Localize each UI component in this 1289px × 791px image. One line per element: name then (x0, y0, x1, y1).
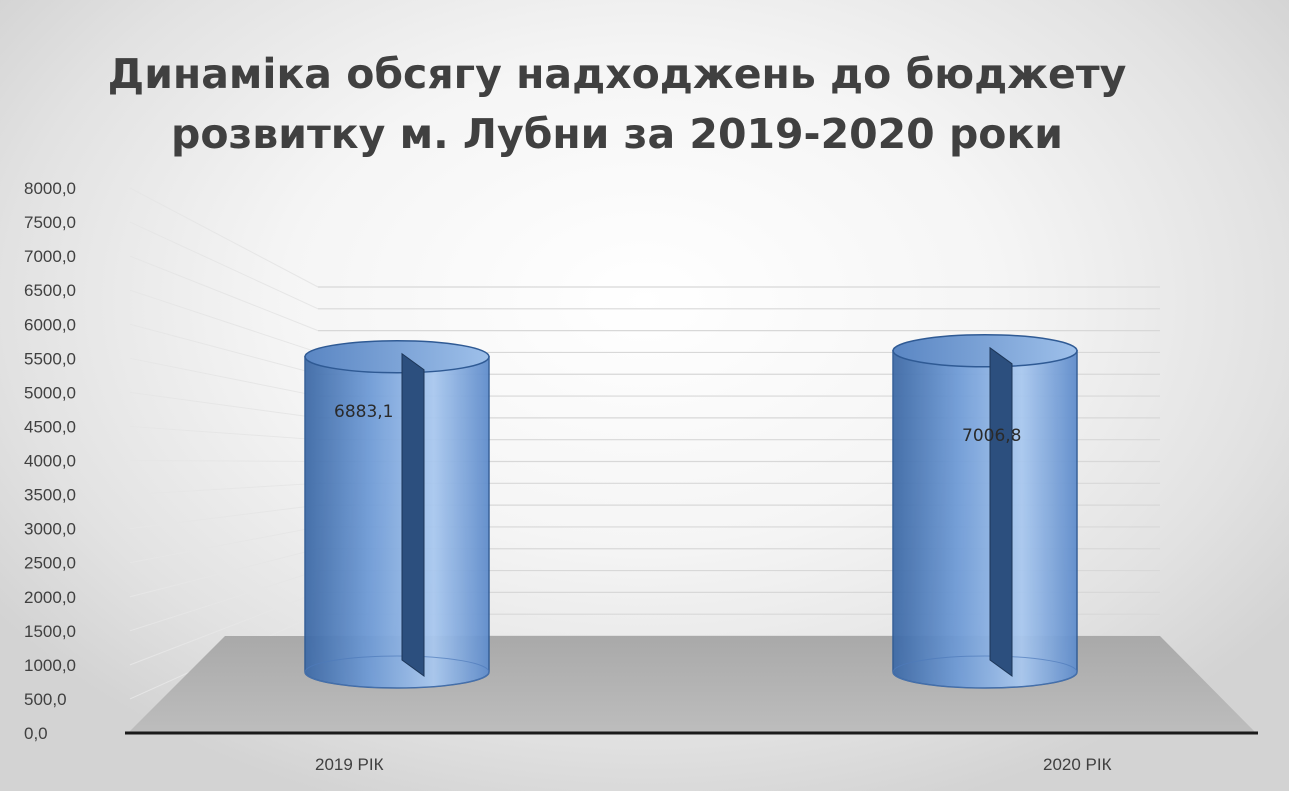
y-tick-label: 0,0 (24, 724, 48, 743)
y-tick-label: 2000,0 (24, 588, 76, 607)
y-tick-label: 2500,0 (24, 554, 76, 573)
y-tick-label: 8000,0 (24, 179, 76, 198)
y-tick-label: 500,0 (24, 690, 67, 709)
bars: 6883,1 7006,8 (304, 334, 1078, 689)
y-axis-tick-labels: 0,0 500,0 1000,0 1500,0 2000,0 2500,0 3000,0 35… (24, 179, 76, 743)
gridline (129, 187, 1160, 288)
x-category-label: 2020 РІК (1043, 755, 1112, 774)
y-tick-label: 7000,0 (24, 247, 76, 266)
chart-title-line-2: розвитку м. Лубни за 2019-2020 роки (171, 110, 1063, 158)
y-tick-label: 1000,0 (24, 656, 76, 675)
bar-1: 6883,1 (304, 340, 490, 689)
data-label: 7006,8 (962, 426, 1021, 446)
y-tick-label: 5000,0 (24, 383, 76, 402)
y-tick-label: 3500,0 (24, 486, 76, 505)
y-tick-label: 6000,0 (24, 315, 76, 334)
chart-floor (128, 636, 1256, 733)
chart-title-line-1: Динаміка обсягу надходжень до бюджету (108, 50, 1127, 98)
x-category-label: 2019 РІК (315, 755, 384, 774)
y-tick-label: 4500,0 (24, 417, 76, 436)
y-tick-label: 1500,0 (24, 622, 76, 641)
y-tick-label: 5500,0 (24, 349, 76, 368)
y-tick-label: 6500,0 (24, 281, 76, 300)
y-tick-label: 7500,0 (24, 213, 76, 232)
gridline (129, 255, 1160, 332)
gridline (129, 221, 1160, 310)
y-tick-label: 4000,0 (24, 452, 76, 471)
y-tick-label: 3000,0 (24, 520, 76, 539)
bar-2: 7006,8 (892, 334, 1078, 689)
data-label: 6883,1 (334, 402, 393, 422)
x-axis-category-labels: 2019 РІК 2020 РІК (315, 755, 1112, 774)
